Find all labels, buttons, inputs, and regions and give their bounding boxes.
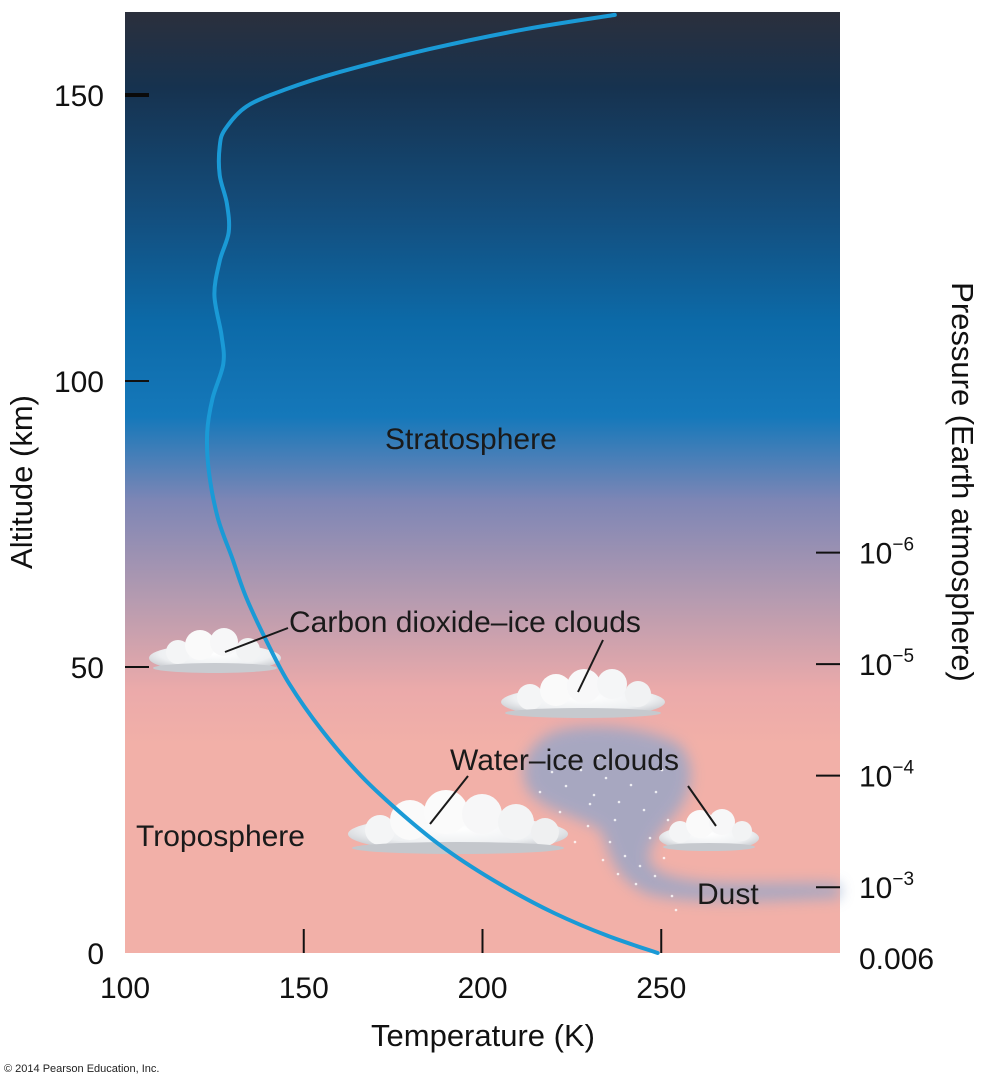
pressure-tick-label: 10−6 <box>859 535 914 571</box>
dust-plume <box>523 726 840 912</box>
pressure-tick-label: 10−3 <box>859 869 914 905</box>
temperature-profile-line <box>204 12 660 955</box>
x-axis-title: Temperature (K) <box>371 1018 595 1053</box>
y-tick-label: 50 <box>71 652 104 685</box>
copyright-notice: © 2014 Pearson Education, Inc. <box>4 1063 159 1075</box>
pressure-tick-label: 0.006 <box>859 943 934 976</box>
y-tick-label: 0 <box>87 938 104 971</box>
troposphere-label: Troposphere <box>136 820 305 853</box>
co2-ice-clouds-label: Carbon dioxide–ice clouds <box>289 606 641 639</box>
leader-lines <box>224 627 717 827</box>
x-tick-label: 100 <box>100 972 150 1005</box>
water-ice-cloud-large <box>348 790 568 854</box>
stratosphere-label: Stratosphere <box>385 423 557 456</box>
pressure-tick-label: 10−4 <box>859 758 914 794</box>
x-tick-label: 150 <box>279 972 329 1005</box>
pressure-axis: 10−6 10−5 10−4 10−3 0.006 <box>816 535 934 976</box>
y-tick-label: 100 <box>54 366 104 399</box>
water-ice-cloud-small <box>659 809 759 851</box>
x-axis: 100 150 200 250 <box>100 929 686 1005</box>
x-tick-label: 250 <box>636 972 686 1005</box>
dust-label: Dust <box>697 878 759 911</box>
y-tick-label: 150 <box>54 80 104 113</box>
x-tick-label: 200 <box>457 972 507 1005</box>
pressure-tick-label: 10−5 <box>859 646 914 682</box>
water-ice-clouds-label: Water–ice clouds <box>450 744 679 777</box>
y-axis: 0 50 100 150 <box>54 80 149 971</box>
pressure-axis-title: Pressure (Earth atmosphere) <box>945 282 980 682</box>
co2-ice-cloud-right <box>501 669 665 718</box>
y-axis-title: Altitude (km) <box>4 395 39 569</box>
